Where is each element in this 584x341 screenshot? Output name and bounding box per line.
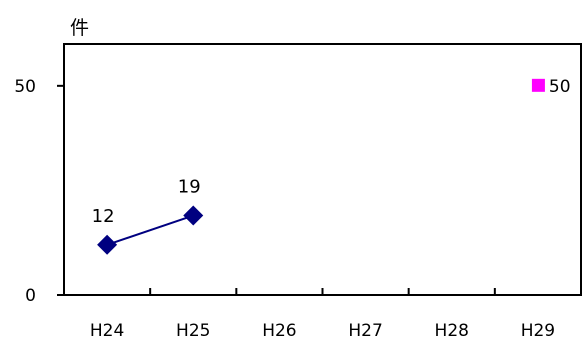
x-axis-tick-label-H27: H27: [348, 321, 382, 341]
target-marker-H29: [531, 78, 545, 92]
plot-area-frame: [63, 43, 582, 296]
chart-labels: 0 50 件 H24 H25 H26 H27 H28 H29 12 19 50: [14, 17, 570, 341]
chart-axes: [57, 43, 582, 296]
data-point-H24: [97, 234, 118, 255]
data-label-H24: 12: [92, 206, 115, 227]
data-point-H25: [183, 205, 204, 226]
series-lines: [106, 214, 194, 246]
x-axis-tick-label-H24: H24: [90, 321, 124, 341]
y-axis-tick-label-50: 50: [14, 77, 36, 97]
x-axis-tick-label-H29: H29: [521, 321, 555, 341]
series-line-0: [106, 214, 194, 246]
x-axis-tick-label-H26: H26: [262, 321, 296, 341]
x-axis-tick-label-H25: H25: [176, 321, 210, 341]
y-axis-tick-label-0: 0: [25, 286, 36, 306]
x-axis-tick-label-H28: H28: [435, 321, 469, 341]
target-label-H29: 50: [549, 77, 571, 97]
series-markers: [97, 78, 545, 255]
data-label-H25: 19: [178, 177, 201, 198]
y-axis-unit-label: 件: [70, 17, 89, 39]
